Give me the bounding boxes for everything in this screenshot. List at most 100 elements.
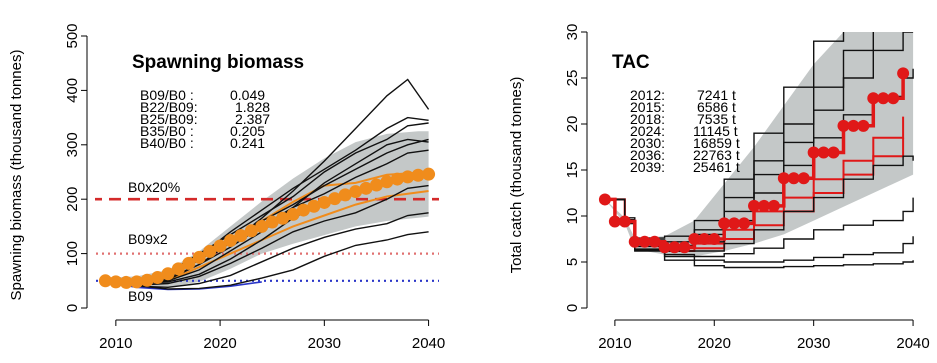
stat-value: 22763 t: [693, 147, 740, 163]
median-point: [678, 241, 691, 254]
median-point: [213, 239, 227, 253]
y-tick-label: 100: [64, 241, 81, 266]
median-point: [422, 167, 436, 181]
spawning-biomass-axes: 0 100 200 300 400 500 2010 2020 2030 2040: [64, 23, 445, 352]
x-tick-label: 2020: [203, 335, 236, 352]
median-point: [887, 92, 900, 105]
median-point: [119, 275, 133, 289]
median-point: [757, 199, 770, 212]
trajectory-line: [105, 184, 429, 286]
stat-label: 2030:: [630, 135, 665, 151]
uncertainty-envelope: [604, 32, 914, 257]
median-point: [234, 229, 248, 243]
stat-label: B40/B0 :: [140, 135, 194, 151]
median-point: [787, 172, 800, 185]
median-point: [359, 181, 373, 195]
median-point: [827, 146, 840, 159]
tac-panel: 0 5 10 15 20 25 30 2010 2020 2030 2040 Total catch…: [508, 24, 930, 352]
median-point: [244, 224, 258, 238]
median-point: [401, 170, 415, 184]
stat-label: B35/B0 :: [140, 123, 194, 139]
median-point: [897, 67, 910, 80]
median-point: [837, 119, 850, 132]
median-point: [182, 256, 196, 270]
median-point: [276, 211, 290, 225]
median-point: [748, 199, 761, 212]
y-tick-label: 0: [64, 304, 81, 312]
median-point: [109, 275, 123, 289]
median-point: [265, 215, 279, 229]
spawning-biomass-plot-area: [95, 78, 439, 291]
median-point: [867, 92, 880, 105]
median-point: [328, 192, 342, 206]
y-tick-label: 20: [564, 116, 581, 133]
stat-label: 2024:: [630, 123, 665, 139]
median-point: [847, 119, 860, 132]
reference-label-b0x20: B0x20%: [128, 179, 180, 195]
median-point: [130, 275, 144, 289]
median-point: [369, 178, 383, 192]
median-point: [192, 250, 206, 264]
x-tick-label: 2040: [412, 335, 445, 352]
x-tick-label: 2010: [598, 335, 631, 352]
spawning-biomass-panel: 0 100 200 300 400 500 2010 2020 2030 2040 Spawnin…: [8, 23, 445, 352]
stat-value: 0.241: [230, 135, 265, 151]
median-point: [161, 267, 175, 281]
x-tick-label: 2040: [896, 335, 929, 352]
stat-label: B25/B09:: [140, 111, 198, 127]
spawning-biomass-title: Spawning biomass: [132, 52, 304, 73]
median-point: [718, 217, 731, 230]
median-point: [411, 168, 425, 182]
y-tick-label: 25: [564, 70, 581, 87]
median-point: [608, 215, 621, 228]
stat-value: 1.828: [235, 99, 270, 115]
median-point: [797, 172, 810, 185]
median-point: [203, 244, 217, 258]
median-point: [317, 195, 331, 209]
stat-value: 7241 t: [697, 87, 736, 103]
uncertainty-envelope: [105, 131, 429, 288]
median-point: [286, 207, 300, 221]
stat-label: B09/B0 :: [140, 87, 194, 103]
stat-label: B22/B09:: [140, 99, 198, 115]
median-point: [598, 193, 611, 206]
median-point: [171, 262, 185, 276]
y-tick-label: 400: [64, 78, 81, 103]
median-point: [638, 235, 651, 248]
median-point: [390, 172, 404, 186]
x-tick-label: 2020: [698, 335, 731, 352]
tac-stats: 2012: 7241 t 2015: 6586 t 2018: 7535 t 2…: [630, 87, 740, 175]
stat-value: 16859 t: [693, 135, 740, 151]
spawning-biomass-ylabel: Spawning biomass (thousand tonnes): [8, 50, 25, 301]
stat-value: 0.049: [230, 87, 265, 103]
x-tick-label: 2030: [308, 335, 341, 352]
median-point: [767, 199, 780, 212]
y-tick-label: 5: [564, 258, 581, 266]
y-tick-label: 500: [64, 23, 81, 48]
y-tick-label: 15: [564, 162, 581, 179]
stat-value: 11145 t: [693, 123, 738, 139]
y-tick-label: 200: [64, 187, 81, 212]
median-point: [708, 233, 721, 245]
reference-label-b09: B09: [128, 288, 153, 304]
median-point: [98, 274, 112, 288]
median-point: [380, 175, 394, 189]
tac-ylabel: Total catch (thousand tonnes): [508, 77, 525, 274]
median-point: [668, 241, 681, 254]
median-point: [738, 217, 751, 230]
median-point: [255, 219, 269, 233]
y-tick-label: 10: [564, 208, 581, 225]
stat-value: 7535 t: [697, 111, 736, 127]
tac-plot-area: [598, 32, 914, 269]
median-point: [807, 146, 820, 159]
median-point: [698, 233, 711, 245]
median-point: [618, 215, 631, 228]
tac-axes: 0 5 10 15 20 25 30 2010 2020 2030 2040: [564, 24, 930, 352]
trajectory-line: [105, 212, 429, 289]
median-point: [349, 185, 363, 199]
median-point: [648, 235, 661, 248]
median-point: [307, 199, 321, 213]
spawning-biomass-stats: B09/B0 : 0.049 B22/B09: 1.828 B25/B09: 2…: [140, 87, 270, 151]
y-tick-label: 300: [64, 132, 81, 157]
